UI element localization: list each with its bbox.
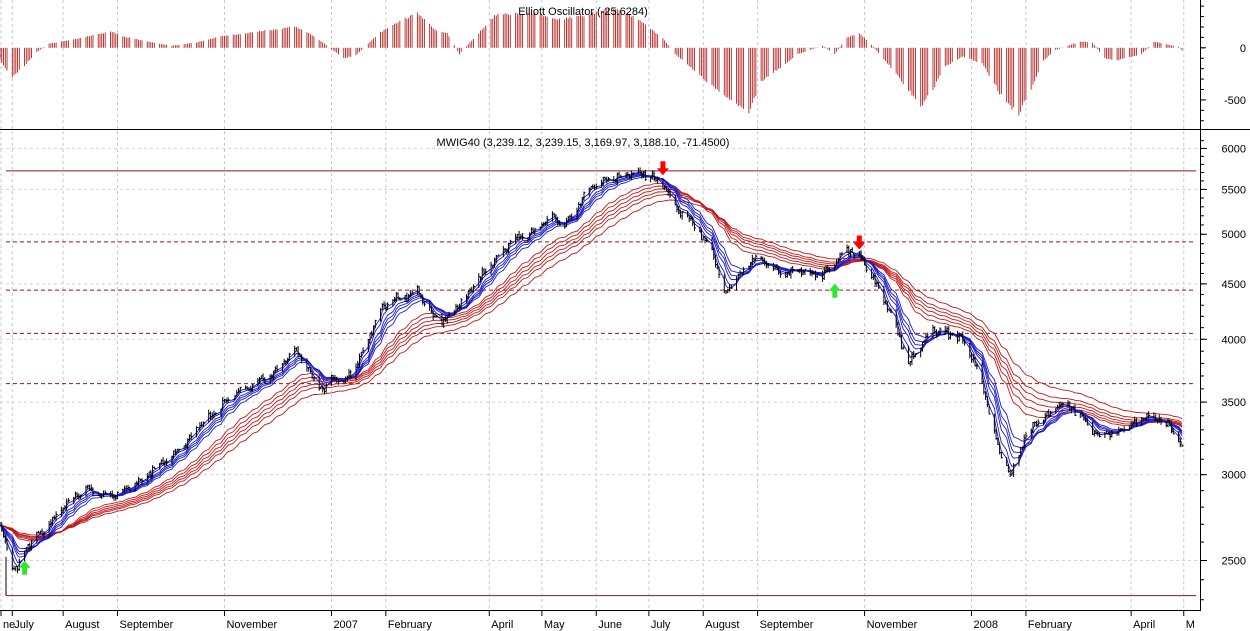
price-bars [0,167,1184,574]
x-tick-label: September [760,619,814,631]
oscillator-title: Elliott Oscillator (-25.6284) [518,6,648,18]
price-y-tick-label: 4500 [1222,279,1246,291]
support-resistance-lines [5,170,1196,597]
price-y-tick-label: 3000 [1222,470,1246,482]
x-tick-label: August [65,619,99,631]
long-ma-line [0,199,1183,536]
x-tick-label: 2008 [974,619,998,631]
price-title: MWIG40 (3,239.12, 3,239.15, 3,169.97, 3,… [437,137,730,149]
long-ma-line [0,191,1183,538]
long-ma-line [0,193,1183,537]
buy-arrow-icon [18,560,31,575]
x-tick-label: February [1028,619,1073,631]
price-y-axis: 2500 3000 3500 4000 4500 5000 5500 6000 [1200,140,1246,601]
oscillator-y-axis: 0 -500 [1200,5,1246,122]
short-ma-line [0,172,1183,563]
sell-arrow-icon [656,161,669,176]
short-ma-line [0,173,1183,558]
x-tick-label: M [1186,619,1195,631]
buy-arrow-icon [828,283,841,298]
price-panel [0,130,1200,610]
long-ma-line [0,185,1183,541]
signal-arrows [18,161,866,575]
long-ma-line [0,182,1183,542]
x-tick-label: November [867,619,918,631]
price-y-tick-label: 6000 [1222,143,1246,155]
short-ma-line [0,176,1183,549]
price-y-tick-label: 4000 [1222,334,1246,346]
x-tick-label: August [705,619,739,631]
x-tick-label: May [544,619,565,631]
long-ma-line [0,188,1183,539]
x-tick-label: 2007 [333,619,357,631]
oscillator-bars [0,8,1183,116]
osc-y-tick-label: 0 [1240,43,1246,55]
x-tick-label: April [1133,619,1155,631]
price-y-tick-label: 2500 [1222,555,1246,567]
x-tick-label: ne [3,619,15,631]
x-tick-label: April [491,619,513,631]
price-gridlines [0,131,1200,610]
x-tick-label: September [119,619,173,631]
price-y-tick-label: 5500 [1222,184,1246,196]
x-tick-label: July [14,619,34,631]
short-ma-line [0,174,1183,552]
price-y-tick-label: 3500 [1222,397,1246,409]
x-axis: ne July August September November 2007 Februar… [0,610,1195,631]
x-tick-label: February [388,619,433,631]
x-tick-label: November [226,619,277,631]
x-tick-label: July [651,619,671,631]
osc-y-tick-label: -500 [1224,95,1246,107]
x-tick-label: June [598,619,622,631]
sell-arrow-icon [853,235,866,250]
oscillator-panel [0,0,1200,129]
price-y-tick-label: 5000 [1222,229,1246,241]
long-term-moving-averages [0,182,1183,542]
short-ma-line [0,174,1183,555]
